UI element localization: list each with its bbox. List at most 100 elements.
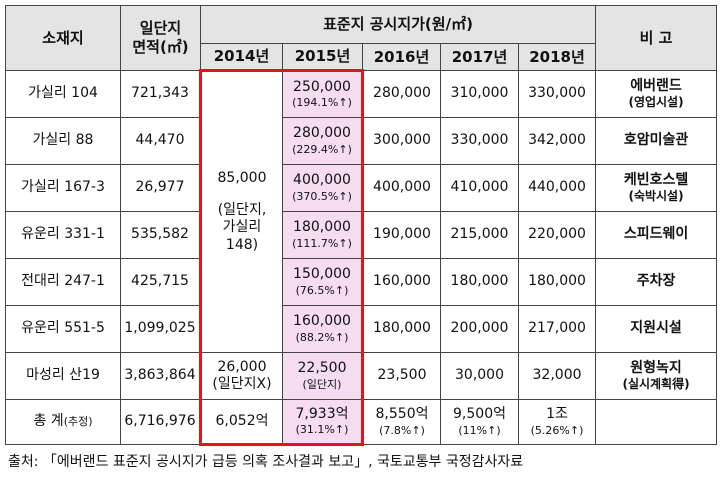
cell-line: 250,000 — [293, 78, 351, 95]
cell-price-2015: 250,000 (194.1%↑) — [282, 69, 364, 118]
cell-line: (영업시설) — [628, 95, 684, 110]
cell-line: 전대리 247-1 — [21, 273, 105, 290]
cell-line: (일단지X) — [212, 376, 272, 392]
cell-area: 425,715 — [120, 258, 201, 306]
cell-line: 200,000 — [450, 320, 509, 337]
cell-line: 가실리 88 — [32, 132, 94, 149]
cell-line: 342,000 — [528, 132, 586, 149]
cell-price-2016: 23,500 — [362, 352, 441, 400]
table-row: 가실리 167-3 26,977 400,000 (370.5%↑) 400,000 41… — [5, 164, 718, 212]
cell-location: 가실리 167-3 — [5, 164, 121, 212]
cell-line: 300,000 — [373, 132, 431, 149]
cell-line: 440,000 — [528, 179, 586, 196]
cell-price-2015: 150,000 (76.5%↑) — [282, 258, 364, 306]
cell-price-2014: 26,000 (일단지X) — [199, 352, 283, 400]
cell-price-2018: 217,000 — [517, 305, 597, 353]
header-year: 2017년 — [440, 43, 519, 71]
cell-price-2016: 400,000 — [362, 164, 441, 212]
cell-location: 마성리 산19 — [5, 352, 121, 400]
cell-price-2018: 440,000 — [517, 164, 597, 212]
cell-price-2015: 400,000 (370.5%↑) — [282, 164, 364, 212]
cell-location: 가실리 88 — [5, 117, 121, 165]
cell-line: (일단지) — [302, 377, 342, 391]
cell-line: 지원시설 — [630, 320, 682, 337]
cell-line: 535,582 — [131, 226, 189, 243]
cell-price-2016: 8,550억 (7.8%↑) — [362, 399, 441, 445]
table-row: 가실리 104 721,343 85,000 (일단지, 가실리 148) 250,000(… — [5, 69, 718, 353]
cell-line: 22,500 — [297, 360, 347, 377]
cell-price-2016: 280,000 — [362, 70, 441, 118]
cell-line: 180,000 — [528, 273, 586, 290]
cell-line: 400,000 — [293, 172, 351, 189]
cell-line: (370.5%↑) — [292, 189, 352, 203]
cell-location: 유운리 551-5 — [5, 305, 121, 353]
cell-price-2016: 300,000 — [362, 117, 441, 165]
cell-line: 유운리 551-5 — [21, 320, 105, 337]
cell-line: 160,000 — [373, 273, 431, 290]
cell-line: 7,933억 — [295, 405, 349, 422]
cell-note: 에버랜드 (영업시설) — [595, 70, 718, 118]
cell-line: 스피드웨이 — [623, 226, 689, 243]
table-row: 가실리 88 44,470 280,000 (229.4%↑) 300,000 330,0… — [5, 117, 718, 165]
cell-line: 280,000 — [293, 125, 351, 142]
cell-price-2018: 220,000 — [517, 211, 597, 259]
cell-line: 410,000 — [450, 179, 509, 196]
cell-price-2017: 9,500억 (11%↑) — [440, 399, 519, 445]
cell-line: (실시계획得) — [622, 377, 690, 392]
cell-line: 6,716,976 — [124, 413, 196, 430]
cell-note: 주차장 — [595, 258, 718, 306]
cell-price-2017: 410,000 — [440, 164, 519, 212]
cell-line: 180,000 — [450, 273, 509, 290]
cell-location: 전대리 247-1 — [5, 258, 121, 306]
cell-line: 케빈호스텔 — [623, 171, 689, 188]
price-table: 소재지 일단지 면적(㎡) 표준지 공시지가(원/㎡) 비 고 2014년 2015… — [5, 5, 718, 446]
total-row: 총 계(추정) 6,716,976 6,052억 7,933억 (31.1%↑) 8,55… — [5, 399, 718, 446]
cell-area: 3,863,864 — [120, 352, 201, 400]
cell-line: 44,470 — [135, 132, 185, 149]
cell-line: (숙박시설) — [628, 189, 684, 204]
cell-line: 9,500억 — [453, 406, 506, 423]
cell-line: 가실리 104 — [28, 85, 98, 102]
cell-line: (11%↑) — [458, 423, 501, 437]
cell-price-2015: 280,000 (229.4%↑) — [282, 117, 364, 165]
cell-price-2016: 180,000 — [362, 305, 441, 353]
header-area: 일단지 면적(㎡) — [120, 5, 201, 71]
cell-note: 지원시설 — [595, 305, 718, 353]
cell-line: 마성리 산19 — [26, 367, 100, 384]
cell-line: 85,000 — [217, 170, 267, 186]
cell-line: 148) — [225, 236, 259, 253]
cell-line: (229.4%↑) — [292, 142, 352, 156]
cell-note: 스피드웨이 — [595, 211, 718, 259]
cell-area: 26,977 — [120, 164, 201, 212]
cell-price-2014: 85,000 (일단지, 가실리 148) — [199, 69, 283, 353]
cell-line: (5.26%↑) — [530, 423, 584, 437]
cell-price-2017: 180,000 — [440, 258, 519, 306]
header-year: 2015년 — [282, 43, 363, 71]
cell-price-2016: 190,000 — [362, 211, 441, 259]
cell-location: 가실리 104 — [5, 70, 121, 118]
cell-line: 26,000 — [217, 358, 267, 375]
cell-line: (88.2%↑) — [295, 330, 349, 344]
cell-line: 330,000 — [528, 85, 586, 102]
cell-line: 425,715 — [131, 273, 189, 290]
cell-line: 330,000 — [450, 132, 509, 149]
cell-price-2017: 330,000 — [440, 117, 519, 165]
cell-line: 721,343 — [131, 85, 189, 102]
cell-line: (7.8%↑) — [379, 423, 425, 437]
cell-line: (111.7%↑) — [292, 236, 352, 250]
header-note: 비 고 — [595, 5, 718, 71]
cell-line: 215,000 — [450, 226, 509, 243]
cell-line: 주차장 — [636, 273, 676, 290]
cell-line: 180,000 — [373, 320, 431, 337]
cell-price-2018: 342,000 — [517, 117, 597, 165]
cell-price-2018: 1조 (5.26%↑) — [517, 399, 597, 445]
cell-line: 217,000 — [528, 320, 586, 337]
cell-line: 26,977 — [135, 179, 185, 196]
cell-line: 280,000 — [373, 85, 431, 102]
cell-location: 유운리 331-1 — [5, 211, 121, 259]
cell-line: 1,099,025 — [124, 320, 196, 337]
cell-price-2015: 160,000 (88.2%↑) — [282, 305, 364, 353]
cell-price-2015: 22,500 (일단지) — [282, 352, 364, 400]
cell-line: 310,000 — [450, 85, 509, 102]
